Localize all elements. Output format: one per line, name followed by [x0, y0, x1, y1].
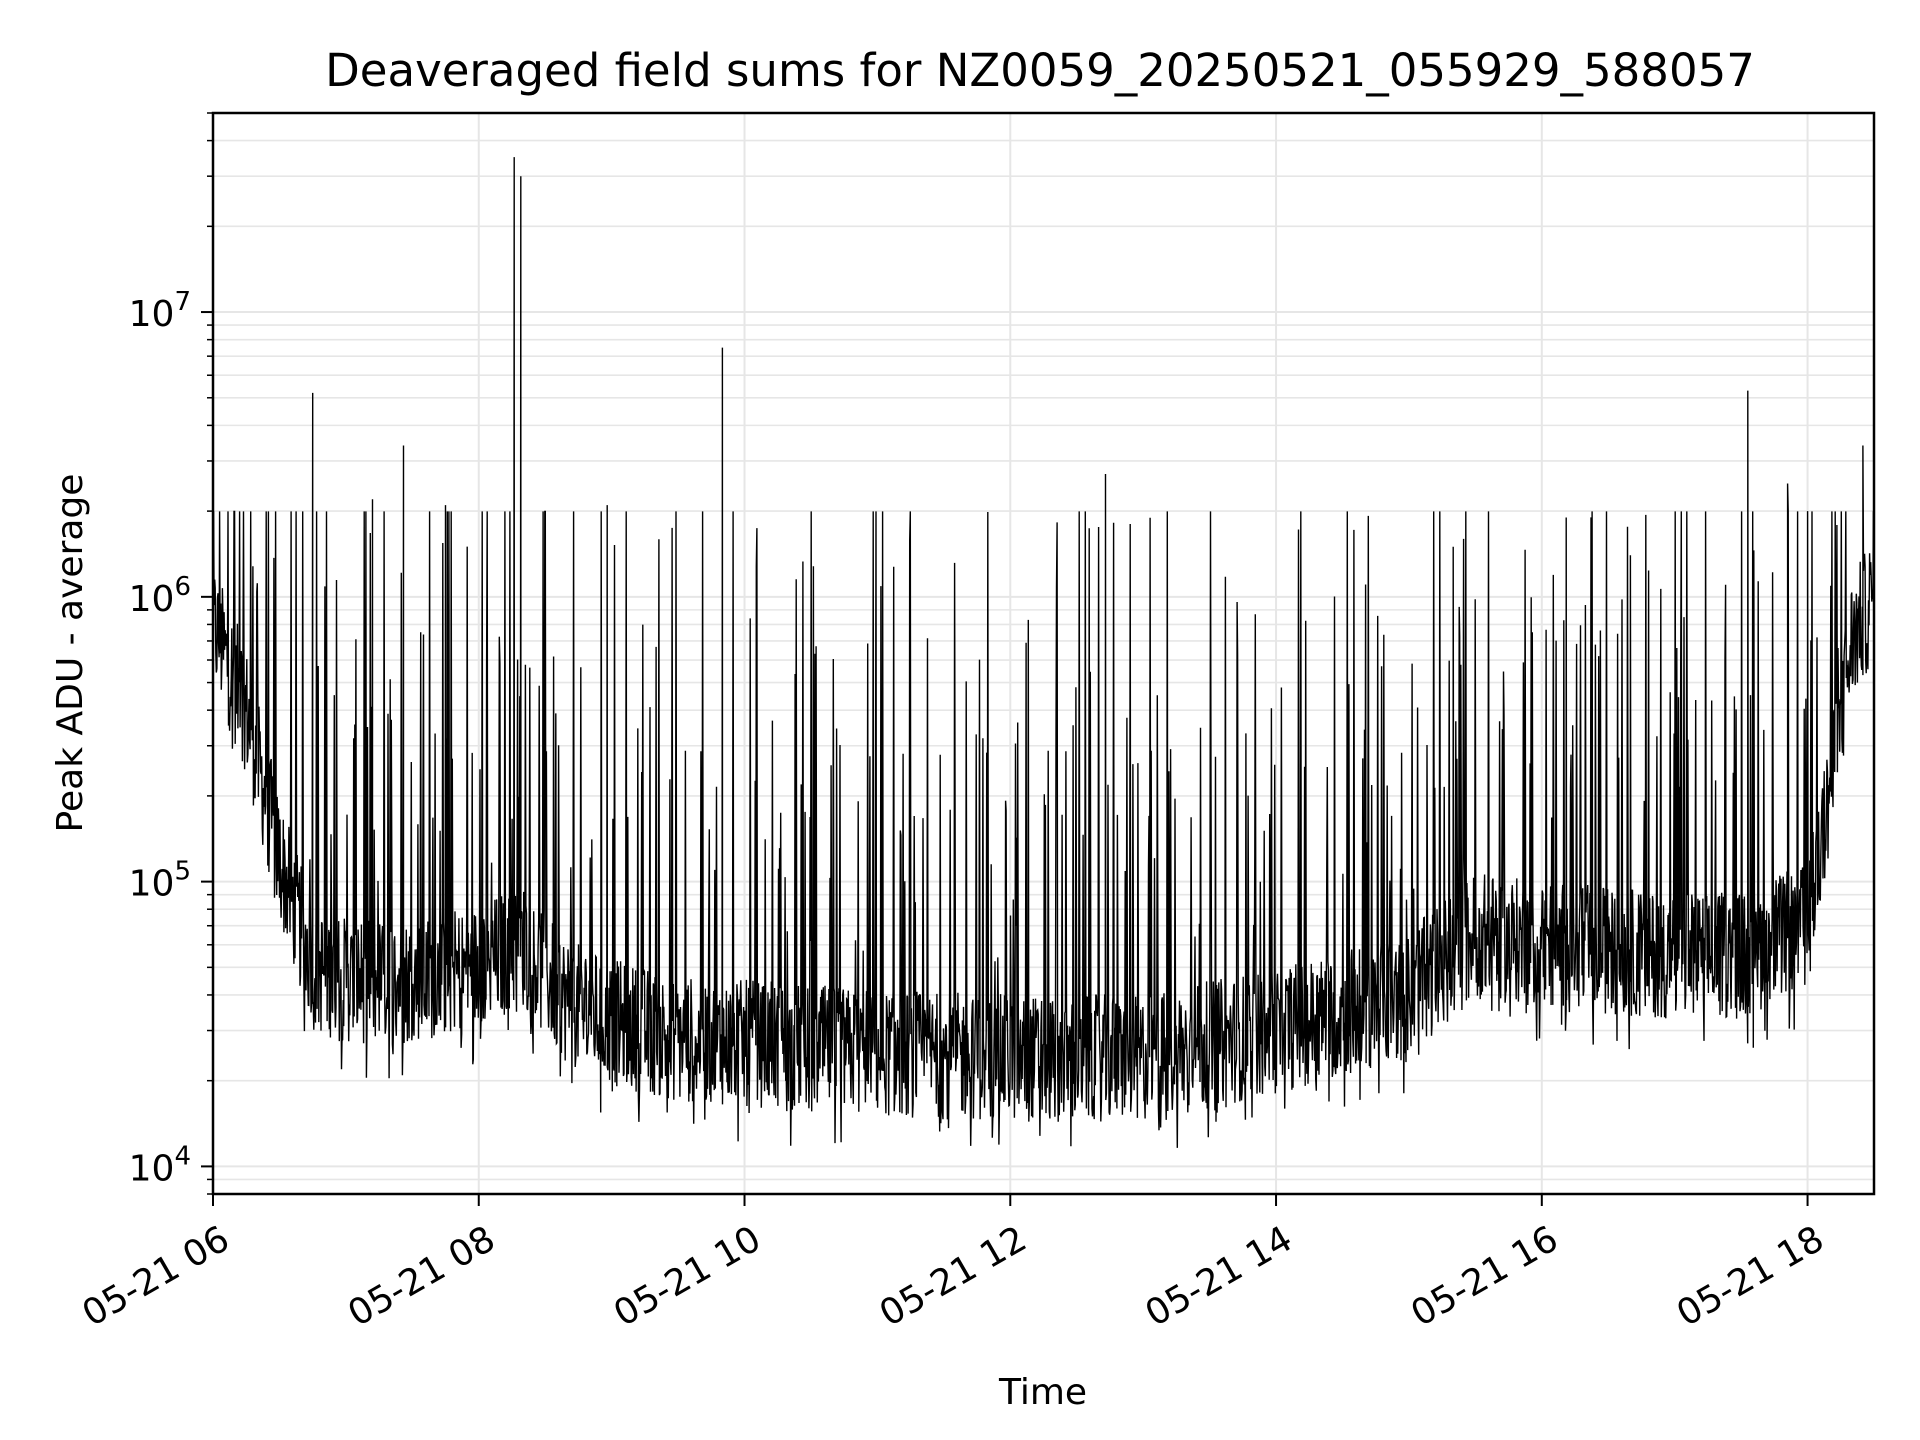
y-tick-base: 10: [129, 864, 175, 905]
y-tick-base: 10: [129, 294, 175, 335]
y-tick-base: 10: [129, 1148, 175, 1189]
y-tick-exponent: 4: [174, 1141, 191, 1171]
y-tick-base: 10: [129, 579, 175, 620]
x-axis-label: Time: [998, 1372, 1087, 1413]
y-tick-label: 106: [129, 572, 191, 620]
y-axis-label: Peak ADU - average: [50, 474, 91, 833]
plot-frame: [211, 111, 1876, 1196]
series-line: [212, 157, 1875, 1148]
y-tick-exponent: 5: [174, 857, 191, 887]
series-path: [212, 157, 1875, 1148]
y-tick-exponent: 7: [174, 287, 191, 317]
y-tick-exponent: 6: [174, 572, 191, 602]
y-tick-label: 104: [129, 1141, 191, 1189]
chart-title: Deaveraged field sums for NZ0059_2025052…: [325, 44, 1755, 97]
y-tick-label: 107: [129, 287, 191, 335]
y-tick-label: 105: [129, 857, 191, 905]
